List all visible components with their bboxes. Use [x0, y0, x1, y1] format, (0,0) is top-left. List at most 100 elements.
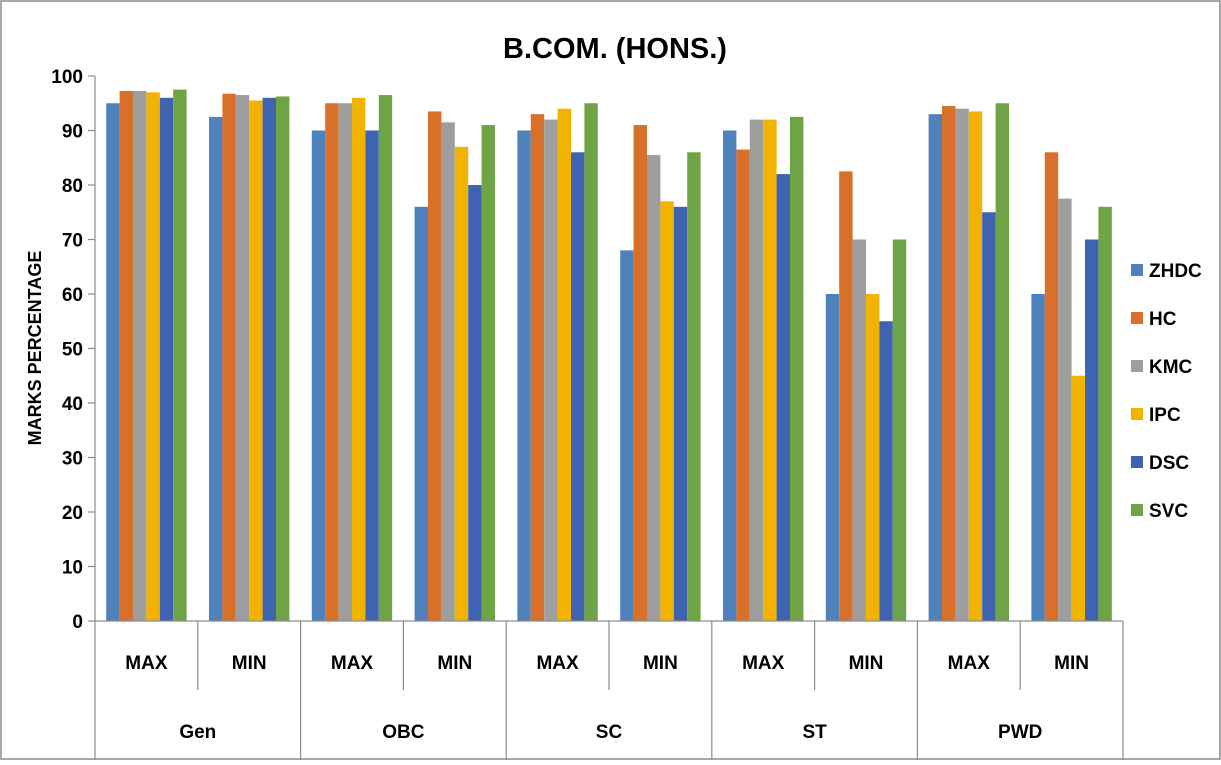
bar-kmc-min: [235, 95, 250, 621]
bar-hc-max: [325, 103, 339, 621]
bar-hc-max: [736, 149, 750, 621]
bar-dsc-max: [776, 174, 790, 621]
bar-ipc-min: [249, 100, 263, 621]
x-group-label: OBC: [382, 722, 425, 743]
x-category-label: MAX: [742, 653, 785, 674]
bar-dsc-max: [571, 152, 585, 622]
bar-svc-max: [173, 89, 187, 621]
bar-zhdc-max: [517, 130, 531, 621]
bar-svc-max: [995, 103, 1009, 621]
x-category-label: MIN: [232, 653, 267, 674]
x-category-label: MIN: [849, 653, 884, 674]
bar-zhdc-min: [620, 250, 634, 621]
bar-svc-min: [687, 152, 701, 622]
x-category-label: MIN: [437, 653, 472, 674]
y-tick-label: 0: [72, 612, 83, 633]
bar-dsc-max: [365, 130, 379, 621]
x-axis: MAX MIN MAX MIN MAX MIN MAX MIN MAX MIN Gen OBC SC ST…: [94, 620, 1124, 760]
bar-svc-max: [790, 116, 804, 621]
x-category-label: MAX: [125, 653, 168, 674]
bar-zhdc-min: [414, 206, 428, 622]
bar-svc-max: [584, 103, 598, 621]
x-category-label: MIN: [1054, 653, 1089, 674]
bar-ipc-max: [352, 97, 366, 622]
bar-ipc-max: [763, 119, 777, 621]
legend-label-svc: SVC: [1149, 501, 1188, 522]
bar-ipc-min: [866, 294, 880, 621]
bar-hc-max: [119, 90, 133, 622]
bar-zhdc-max: [928, 114, 942, 622]
bar-dsc-min: [1085, 239, 1099, 621]
bar-kmc-min: [441, 122, 455, 621]
x-group-label: SC: [596, 722, 623, 743]
legend-swatch-kmc: [1131, 360, 1143, 372]
bar-kmc-max: [749, 119, 764, 621]
bar-hc-max: [530, 114, 545, 622]
bar-kmc-max: [955, 108, 969, 621]
legend-label-hc: HC: [1149, 309, 1177, 330]
y-axis-label: MARKS PERCENTAGE: [25, 251, 45, 446]
bar-dsc-max: [159, 97, 174, 622]
bar-dsc-min: [673, 206, 688, 622]
y-tick-label: 70: [62, 231, 83, 252]
bar-zhdc-max: [311, 130, 326, 621]
bar-dsc-min: [262, 97, 276, 622]
legend-swatch-svc: [1131, 504, 1143, 516]
y-tick-label: 50: [62, 340, 83, 361]
legend-swatch-hc: [1131, 312, 1143, 324]
y-tick-label: 100: [51, 67, 83, 88]
bar-zhdc-min: [209, 116, 223, 621]
bar-kmc-max: [544, 119, 558, 621]
bar-ipc-min: [454, 146, 469, 621]
legend-label-zhdc: ZHDC: [1149, 261, 1202, 282]
bar-ipc-min: [1071, 375, 1085, 621]
bar-kmc-max: [338, 103, 352, 621]
bar-dsc-min: [468, 185, 482, 621]
legend-swatch-dsc: [1131, 456, 1143, 468]
bar-kmc-max: [133, 90, 147, 622]
bar-ipc-max: [146, 92, 160, 622]
bar-hc-min: [1044, 152, 1059, 622]
y-axis: 0 10 20 30 40 50 60 70 80 90 100: [51, 67, 96, 633]
bar-hc-min: [222, 93, 236, 621]
bar-svc-min: [892, 239, 907, 621]
bar-svc-max: [378, 95, 393, 621]
legend: ZHDC HC KMC IPC DSC SVC: [1131, 261, 1202, 522]
chart-title: B.COM. (HONS.): [503, 33, 727, 65]
legend-swatch-ipc: [1131, 408, 1143, 420]
x-group-label: PWD: [998, 722, 1042, 743]
bar-dsc-max: [982, 212, 996, 621]
bar-zhdc-min: [825, 294, 840, 621]
bar-kmc-min: [1058, 198, 1072, 621]
y-tick-label: 60: [62, 285, 83, 306]
bar-dsc-min: [879, 321, 893, 621]
bar-svc-min: [1098, 206, 1112, 622]
bar-svc-min: [481, 125, 495, 622]
bar-hc-max: [942, 105, 956, 622]
bar-zhdc-min: [1031, 294, 1045, 621]
x-group-label: ST: [802, 722, 827, 743]
bar-hc-min: [633, 125, 647, 622]
x-category-label: MAX: [948, 653, 991, 674]
bar-svc-min: [276, 96, 290, 621]
legend-label-kmc: KMC: [1149, 357, 1193, 378]
legend-swatch-zhdc: [1131, 264, 1143, 276]
legend-label-ipc: IPC: [1149, 405, 1181, 426]
y-tick-label: 10: [62, 558, 83, 579]
x-group-label: Gen: [179, 722, 216, 743]
x-category-label: MAX: [536, 653, 579, 674]
legend-label-dsc: DSC: [1149, 453, 1189, 474]
x-category-label: MIN: [643, 653, 678, 674]
bar-ipc-min: [660, 201, 674, 621]
x-category-label: MAX: [331, 653, 374, 674]
y-tick-label: 20: [62, 503, 83, 524]
y-tick-label: 40: [62, 394, 83, 415]
bar-hc-min: [428, 111, 442, 622]
bar-kmc-min: [647, 155, 661, 621]
bar-zhdc-max: [106, 103, 120, 621]
y-tick-label: 90: [62, 122, 83, 143]
bar-hc-min: [839, 171, 853, 621]
